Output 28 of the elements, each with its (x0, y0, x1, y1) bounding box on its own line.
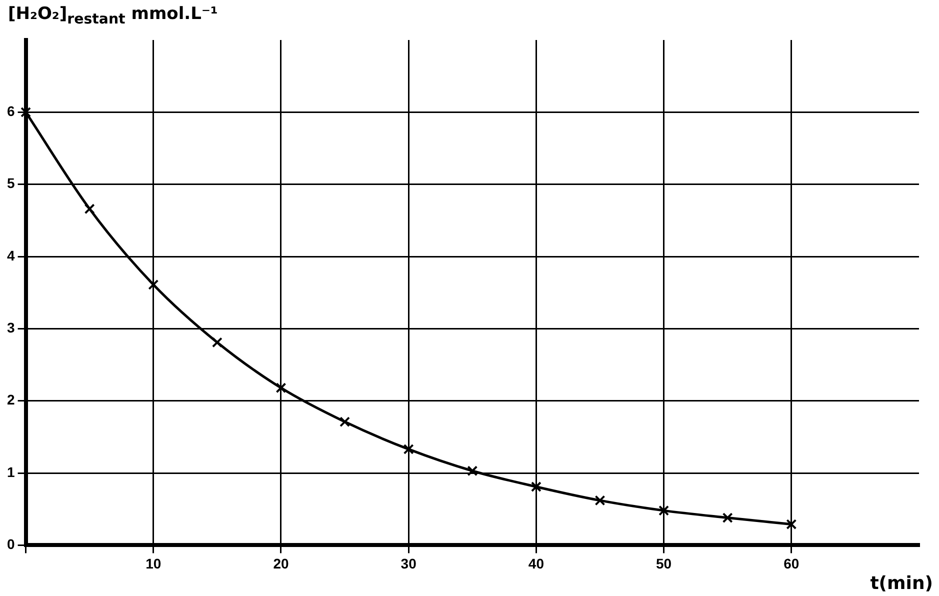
point (403, 444, 414, 454)
point (467, 466, 478, 476)
point (276, 382, 286, 394)
y-tick-label: 0 (6, 536, 15, 552)
point (212, 337, 222, 348)
point (594, 495, 606, 506)
x-tick-label: 50 (656, 555, 672, 572)
point (530, 482, 542, 492)
point (722, 512, 733, 524)
y-tick-label: 6 (6, 103, 15, 120)
point (340, 416, 350, 428)
x-tick-label: 40 (528, 555, 544, 572)
point (84, 204, 95, 214)
x-tick-label: 10 (146, 555, 162, 572)
point (20, 106, 32, 118)
point (786, 519, 797, 530)
y-tick-label: 5 (6, 175, 15, 192)
point (658, 505, 670, 516)
point (148, 279, 159, 290)
y-tick-label: 3 (6, 320, 15, 336)
y-axis-title: [H₂O₂]$_{restant}$ mmol.L⁻¹ (8, 4, 218, 28)
y-tick-label: 4 (6, 247, 15, 264)
y-tick-label: 1 (6, 464, 15, 480)
x-tick-label: 60 (784, 555, 800, 572)
x-axis-title: t(min) (870, 573, 933, 594)
x-tick-label: 30 (400, 555, 417, 572)
x-tick-label: 20 (273, 555, 289, 572)
y-tick-label: 2 (6, 392, 15, 408)
